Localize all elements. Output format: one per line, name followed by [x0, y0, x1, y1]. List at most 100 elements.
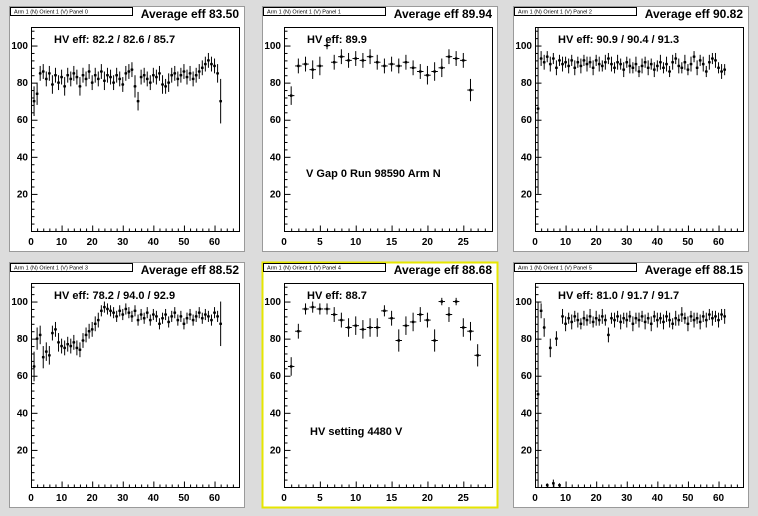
- panel-3[interactable]: Arm 1 (N) Orient 1 (V) Panel 3 Average ef…: [9, 262, 245, 508]
- panel-border: [9, 262, 245, 508]
- data-point: [90, 75, 94, 91]
- data-point: [655, 60, 659, 72]
- data-point: [57, 75, 60, 91]
- data-point: [75, 69, 79, 85]
- data-point: [576, 56, 580, 68]
- x-tick-label: 0: [28, 493, 34, 504]
- data-point: [38, 65, 42, 81]
- marker: [659, 61, 662, 64]
- marker: [536, 393, 540, 396]
- marker: [588, 61, 592, 64]
- data-point: [194, 310, 198, 322]
- panel-1[interactable]: Arm 1 (N) Orient 1 (V) Panel 1 Average ef…: [262, 6, 498, 252]
- data-point: [561, 56, 564, 72]
- data-point: [640, 310, 644, 322]
- data-point: [548, 56, 552, 72]
- data-point: [662, 314, 665, 330]
- data-point: [99, 64, 103, 79]
- marker: [546, 55, 549, 58]
- x-tick-label: 10: [56, 493, 68, 504]
- panel-4[interactable]: Arm 1 (N) Orient 1 (V) Panel 4 Average ef…: [261, 261, 499, 509]
- y-tick-label: 100: [515, 297, 532, 308]
- data-point: [600, 60, 604, 72]
- marker: [185, 317, 189, 320]
- data-point: [188, 65, 192, 81]
- data-point: [585, 314, 589, 326]
- data-point: [207, 52, 210, 68]
- data-point: [402, 316, 410, 335]
- data-point: [323, 41, 331, 50]
- marker: [708, 61, 711, 64]
- data-point: [668, 312, 671, 328]
- marker: [121, 313, 124, 316]
- marker: [558, 483, 561, 487]
- data-point: [106, 303, 109, 315]
- data-point: [161, 312, 164, 324]
- marker: [60, 344, 63, 348]
- marker: [149, 81, 152, 84]
- marker: [665, 62, 668, 66]
- data-point: [625, 56, 629, 68]
- marker: [570, 59, 573, 62]
- marker: [640, 315, 644, 318]
- data-point: [179, 67, 183, 83]
- marker: [142, 317, 146, 320]
- marker: [368, 55, 372, 58]
- data-point: [155, 69, 158, 85]
- data-point: [409, 60, 417, 76]
- marker: [72, 341, 76, 344]
- marker: [720, 313, 723, 316]
- x-tick-label: 5: [317, 237, 323, 248]
- y-tick-label: 100: [11, 297, 28, 308]
- y-tick-label: 80: [17, 334, 29, 345]
- marker: [207, 59, 210, 62]
- marker: [297, 64, 300, 68]
- marker: [173, 311, 176, 314]
- marker: [103, 305, 106, 309]
- marker: [665, 315, 668, 318]
- data-point: [366, 318, 374, 337]
- marker: [182, 322, 186, 325]
- data-point: [200, 60, 204, 76]
- data-point: [66, 336, 70, 352]
- data-point: [695, 60, 699, 76]
- marker: [397, 64, 400, 68]
- data-point: [158, 318, 161, 330]
- data-point: [182, 318, 186, 330]
- data-point: [295, 323, 302, 339]
- marker: [698, 320, 702, 324]
- data-point: [720, 64, 723, 79]
- data-point: [417, 307, 424, 322]
- marker: [146, 77, 149, 81]
- x-tick-label: 60: [209, 237, 221, 248]
- x-tick-label: 10: [560, 237, 572, 248]
- marker: [361, 328, 365, 331]
- marker: [711, 317, 714, 320]
- x-tick-label: 30: [117, 493, 129, 504]
- marker: [106, 74, 109, 77]
- x-tick-label: 50: [682, 493, 694, 504]
- data-point: [659, 54, 662, 70]
- data-point: [665, 56, 668, 72]
- panel-title: Arm 1 (N) Orient 1 (V) Panel 1: [267, 10, 341, 16]
- y-tick-label: 60: [270, 371, 282, 382]
- marker: [35, 337, 39, 340]
- data-point: [655, 312, 659, 328]
- y-tick-label: 60: [521, 371, 533, 382]
- marker: [354, 324, 357, 327]
- panel-5[interactable]: Arm 1 (N) Orient 1 (V) Panel 5 Average ef…: [513, 262, 749, 508]
- data-point: [573, 60, 577, 76]
- data-point: [72, 65, 76, 81]
- marker: [653, 68, 656, 71]
- panel-2[interactable]: Arm 1 (N) Orient 1 (V) Panel 2 Average ef…: [513, 6, 749, 252]
- panel-0[interactable]: Arm 1 (N) Orient 1 (V) Panel 0 Average ef…: [9, 6, 245, 252]
- marker: [616, 315, 619, 318]
- marker: [594, 59, 598, 62]
- data-point: [665, 310, 668, 322]
- data-point: [582, 310, 586, 326]
- data-point: [582, 54, 586, 66]
- y-tick-label: 80: [521, 78, 533, 89]
- marker: [66, 343, 69, 346]
- marker: [555, 66, 558, 69]
- marker: [185, 75, 189, 79]
